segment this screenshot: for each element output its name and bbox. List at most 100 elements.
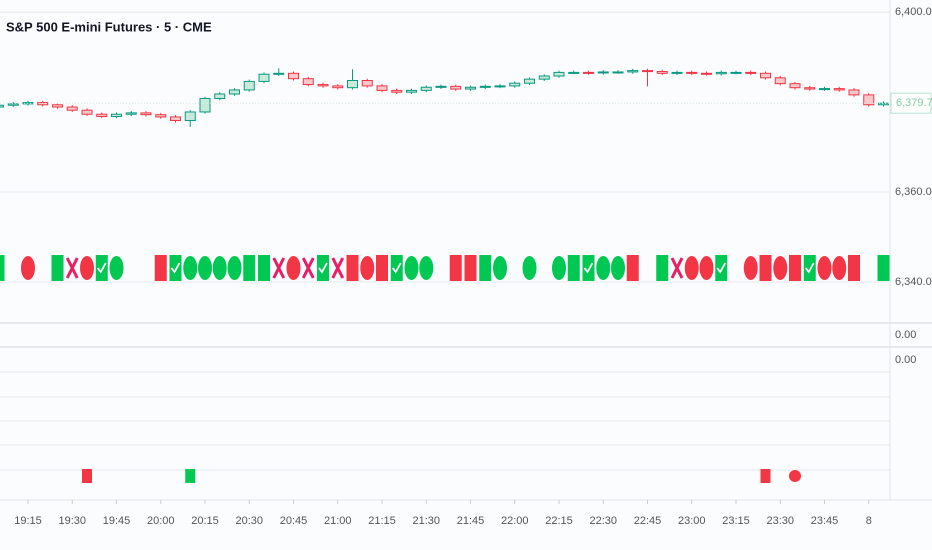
signal-square: [0, 255, 5, 281]
signal-circle: [684, 256, 699, 280]
signal-square: [759, 255, 772, 281]
candle-body: [819, 88, 830, 91]
x-tick-label: 19:15: [14, 515, 42, 527]
candle-body: [273, 72, 285, 75]
candle-body: [715, 71, 727, 75]
candle-body: [302, 78, 314, 86]
candle-body: [686, 71, 698, 74]
candle-body: [288, 72, 299, 80]
signal-cross: [331, 257, 345, 279]
candle-body: [155, 114, 167, 118]
candle-body: [170, 116, 181, 122]
signal-circle: [832, 256, 847, 280]
y-tick-label: 6,360.00: [895, 186, 932, 198]
candle-body: [553, 71, 565, 77]
x-tick-label: 21:00: [324, 515, 352, 527]
signal-square: [169, 255, 182, 281]
candle-body: [184, 111, 196, 122]
candle-body: [538, 75, 550, 80]
candle-body: [66, 106, 78, 111]
signal-square: [95, 255, 108, 281]
signal-circle: [80, 256, 94, 280]
signal-square: [803, 255, 816, 281]
candle-body: [509, 82, 521, 87]
candle-body: [833, 88, 845, 91]
x-tick-label: 22:00: [501, 515, 529, 527]
signal-square: [479, 255, 492, 281]
signal-square: [376, 255, 388, 281]
signal-circle: [21, 256, 35, 280]
signal-square: [317, 255, 329, 281]
signal-square: [449, 255, 462, 281]
signal-circle: [596, 256, 611, 280]
signal-circle: [552, 256, 566, 280]
candle-body: [52, 104, 63, 108]
candle-body: [140, 112, 152, 116]
signal-cross: [272, 257, 286, 279]
signal-circle: [817, 256, 832, 280]
signal-square: [877, 255, 890, 281]
signal-cross: [65, 257, 79, 279]
signal-circle: [611, 256, 625, 280]
candle-body: [435, 85, 447, 88]
candle-body: [878, 102, 889, 106]
candle-body: [391, 89, 403, 93]
signal-check: [583, 262, 594, 274]
x-tick-label: 20:00: [147, 515, 175, 527]
y-tick-label: 6,340.00: [895, 276, 932, 288]
x-tick-label: 23:00: [678, 515, 706, 527]
x-tick-label: 19:30: [58, 515, 86, 527]
x-tick-label: 22:15: [545, 515, 573, 527]
signal-circle: [212, 256, 227, 280]
candle-body: [745, 71, 757, 74]
signal-circle: [773, 256, 788, 280]
candle-body: [730, 71, 742, 74]
x-tick-label: 20:15: [191, 515, 219, 527]
candle-body: [0, 104, 4, 108]
signal-circle: [699, 256, 714, 280]
candle-body: [568, 71, 580, 74]
signal-square: [656, 255, 669, 281]
x-tick-label: 8: [866, 515, 872, 527]
candle-body: [450, 85, 462, 90]
candle-body: [627, 70, 639, 73]
signal-square: [464, 255, 477, 281]
pane-label: 0.00: [895, 354, 916, 366]
candle-body: [479, 85, 491, 88]
signal-square: [715, 255, 728, 281]
candle-body: [494, 85, 506, 88]
signal-square: [258, 255, 270, 281]
signal-circle: [522, 256, 537, 280]
y-tick-label: 6,400.00: [895, 6, 932, 18]
x-tick-label: 21:45: [457, 515, 485, 527]
candle-body: [96, 113, 108, 117]
candle-body: [214, 93, 226, 99]
signal-square: [760, 469, 771, 483]
signal-circle: [789, 470, 801, 482]
x-tick-label: 22:30: [589, 515, 617, 527]
candle-body: [597, 71, 609, 74]
signal-square: [789, 255, 801, 281]
signal-check: [97, 262, 107, 274]
candle-body: [583, 71, 594, 74]
x-tick-label: 23:30: [766, 515, 794, 527]
signal-square: [848, 255, 860, 281]
candle-body: [406, 89, 417, 93]
candle-body: [376, 85, 388, 91]
candle-body: [229, 89, 240, 95]
candle-body: [760, 72, 771, 79]
candle-body: [612, 71, 624, 74]
signal-cross: [670, 257, 684, 279]
signal-circle: [404, 256, 419, 280]
signal-square: [567, 255, 580, 281]
signal-square: [51, 255, 64, 281]
x-tick-label: 23:15: [722, 515, 750, 527]
signal-check: [318, 262, 328, 274]
candle-body: [465, 86, 476, 90]
candle-body: [524, 78, 535, 84]
candle-body: [671, 71, 683, 74]
signal-square: [582, 255, 595, 281]
x-tick-label: 21:30: [412, 515, 440, 527]
candle-body: [81, 109, 93, 115]
